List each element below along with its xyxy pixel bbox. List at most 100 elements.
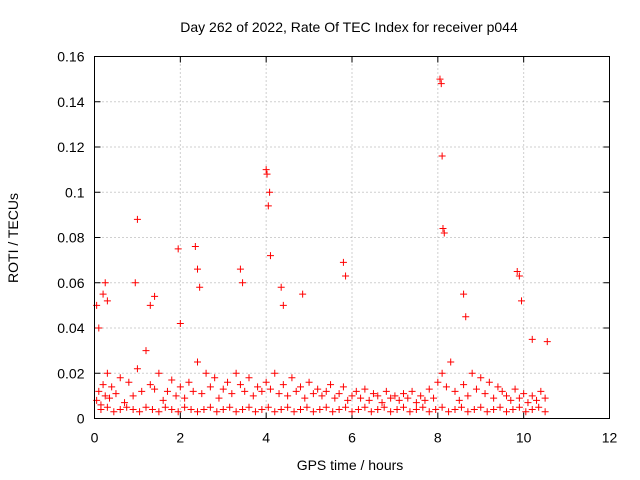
data-point — [262, 378, 270, 386]
data-point — [543, 338, 551, 346]
data-point — [299, 290, 307, 298]
data-point — [142, 403, 150, 411]
data-point — [318, 392, 326, 400]
data-point — [472, 385, 480, 393]
x-tick-label: 6 — [348, 430, 356, 446]
data-point — [194, 265, 201, 273]
data-point — [108, 383, 116, 391]
data-point — [447, 358, 455, 366]
data-point — [133, 215, 141, 223]
data-point — [367, 408, 375, 416]
chart-title: Day 262 of 2022, Rate Of TEC Index for r… — [180, 19, 518, 35]
x-tick-label: 8 — [434, 430, 442, 446]
data-point — [322, 403, 330, 411]
data-point — [129, 405, 137, 413]
y-tick-label: 0.14 — [57, 94, 84, 110]
data-point — [374, 392, 382, 400]
data-point — [129, 392, 137, 400]
data-point — [275, 390, 283, 398]
data-point — [301, 394, 309, 402]
data-point — [535, 403, 543, 411]
data-point — [213, 408, 221, 416]
data-point — [97, 405, 105, 413]
y-tick-label: 0.12 — [57, 139, 84, 155]
data-point — [507, 396, 515, 404]
data-point — [515, 272, 523, 280]
data-point — [464, 392, 472, 400]
data-point — [305, 378, 313, 386]
data-point — [297, 405, 304, 413]
x-tick-label: 10 — [516, 430, 532, 446]
data-point — [369, 390, 377, 398]
data-point — [460, 290, 468, 298]
data-point — [528, 392, 536, 400]
data-point — [477, 374, 485, 382]
data-point — [264, 202, 272, 210]
data-point — [206, 383, 214, 391]
data-point — [361, 385, 369, 393]
data-point — [206, 403, 214, 411]
data-point — [174, 245, 182, 253]
data-point — [485, 378, 493, 386]
data-point — [387, 408, 395, 416]
data-point — [123, 403, 131, 411]
data-point — [477, 403, 485, 411]
data-point — [425, 385, 433, 393]
data-point — [460, 381, 468, 389]
data-point — [511, 385, 519, 393]
data-point — [354, 405, 362, 413]
data-point — [518, 297, 526, 305]
y-tick-label: 0.16 — [57, 49, 84, 65]
data-point — [344, 396, 352, 404]
data-point — [309, 390, 317, 398]
data-point — [251, 408, 259, 416]
data-point — [393, 405, 401, 413]
data-point — [271, 408, 279, 416]
data-point — [146, 301, 154, 309]
data-point — [342, 272, 350, 280]
data-point — [249, 392, 257, 400]
y-tick-label: 0.08 — [57, 230, 84, 246]
data-point — [198, 390, 206, 398]
data-point — [524, 399, 532, 407]
data-point — [503, 408, 510, 416]
data-point — [335, 405, 343, 413]
data-point — [470, 405, 478, 413]
data-point — [161, 403, 169, 411]
data-point — [533, 396, 541, 404]
data-point — [335, 390, 343, 398]
data-point — [438, 369, 446, 377]
data-point — [258, 405, 266, 413]
data-point — [263, 170, 271, 178]
data-point — [316, 405, 324, 413]
data-point — [174, 408, 182, 416]
data-point — [224, 378, 232, 386]
data-point — [541, 394, 549, 402]
data-point — [451, 387, 459, 395]
data-point — [361, 403, 369, 411]
data-point — [391, 392, 399, 400]
data-point — [236, 381, 244, 389]
data-point — [438, 152, 446, 160]
data-point — [515, 403, 523, 411]
x-tick-label: 2 — [176, 430, 184, 446]
data-point — [425, 408, 433, 416]
data-point — [537, 387, 545, 395]
data-point — [168, 376, 176, 384]
data-point — [378, 399, 386, 407]
data-point — [232, 369, 240, 377]
data-point — [95, 387, 103, 395]
data-point — [339, 383, 347, 391]
data-point — [432, 405, 440, 413]
data-point — [342, 403, 350, 411]
data-point — [481, 390, 489, 398]
data-point — [314, 385, 322, 393]
data-point — [455, 396, 463, 404]
data-point — [99, 290, 107, 298]
data-point — [258, 387, 266, 395]
y-tick-label: 0.06 — [57, 275, 84, 291]
data-point — [110, 408, 118, 416]
data-point — [148, 405, 156, 413]
data-point — [138, 387, 146, 395]
plot-frame — [94, 56, 610, 419]
